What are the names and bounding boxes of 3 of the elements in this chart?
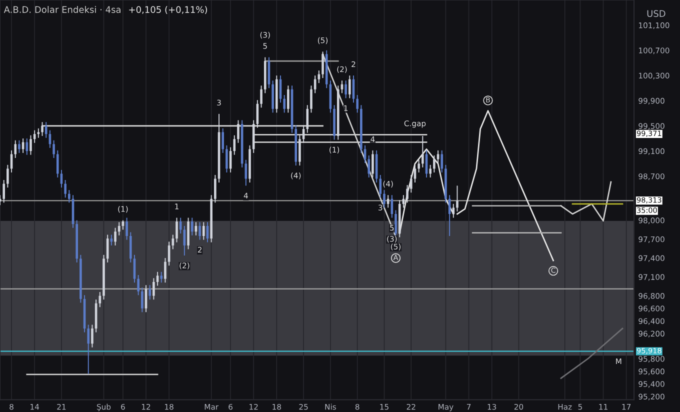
y-axis-title: USD [647, 10, 666, 17]
text: A.B.D. Dolar Endeksi · 4sa [4, 6, 120, 13]
text: +0,105 (+0,11%) [129, 6, 208, 14]
